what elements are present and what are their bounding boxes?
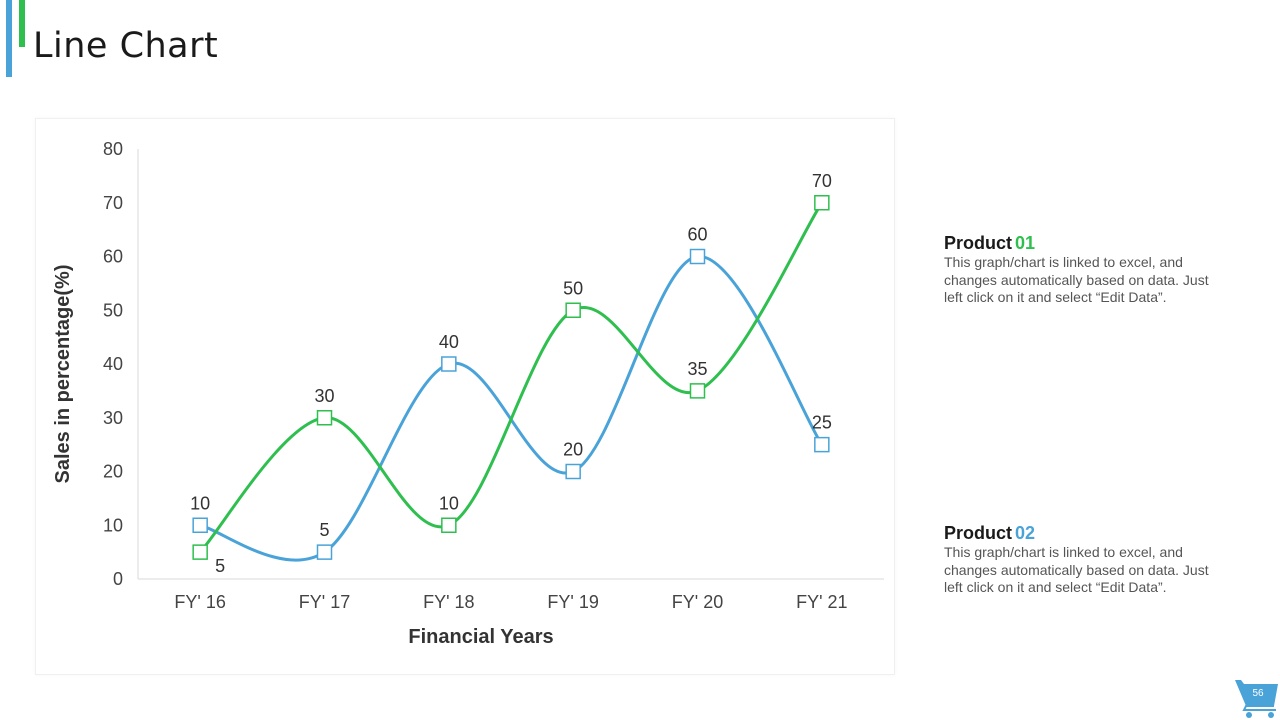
data-label: 10 <box>439 493 459 513</box>
data-point-marker <box>689 383 706 399</box>
x-axis-title: Financial Years <box>408 626 553 648</box>
data-label: 10 <box>190 493 210 513</box>
data-label: 20 <box>563 440 583 460</box>
legend-number: 02 <box>1015 523 1036 543</box>
data-label: 25 <box>812 413 832 433</box>
legend-title: Product 01 <box>944 233 1244 253</box>
y-axis-title: Sales in percentage(%) <box>52 265 74 484</box>
page-title: Line Chart <box>33 26 219 66</box>
y-tick-label: 20 <box>103 462 123 482</box>
x-tick-label: FY' 21 <box>796 592 847 612</box>
title-accent-bar-green <box>19 0 25 47</box>
legend-product-02: Product 02 This graph/chart is linked to … <box>944 523 1244 597</box>
x-tick-label: FY' 19 <box>547 592 598 612</box>
data-point-marker <box>192 544 208 560</box>
series-line-2 <box>199 254 824 562</box>
series-line-1 <box>199 201 824 554</box>
y-tick-label: 30 <box>103 408 123 428</box>
data-point-marker <box>689 248 706 265</box>
data-point-marker <box>441 517 457 533</box>
data-label: 70 <box>812 171 832 191</box>
legend-name: Product <box>944 233 1013 253</box>
data-label: 5 <box>215 556 225 576</box>
data-point-marker <box>316 544 333 560</box>
data-label: 35 <box>687 359 707 379</box>
data-point-marker <box>565 302 581 318</box>
y-tick-label: 70 <box>103 193 123 213</box>
data-label: 40 <box>439 332 459 352</box>
y-tick-label: 0 <box>113 569 123 589</box>
legend-description: This graph/chart is linked to excel, and… <box>944 254 1209 305</box>
legend-number: 01 <box>1015 233 1036 253</box>
data-label: 60 <box>687 225 707 245</box>
chart-panel: 0 10 20 30 40 50 60 70 80 FY' 16 FY' 17 FY' 18 FY' 1… <box>35 118 895 675</box>
x-tick-label: FY' 18 <box>423 592 474 612</box>
y-tick-label: 40 <box>103 354 123 374</box>
legend-name: Product <box>944 523 1013 543</box>
data-point-marker <box>316 410 333 426</box>
data-point-marker <box>814 195 830 211</box>
legend-title: Product 02 <box>944 523 1244 543</box>
data-point-marker <box>565 463 581 480</box>
y-tick-label: 50 <box>103 300 123 320</box>
data-point-marker <box>192 517 208 533</box>
legend-product-01: Product 01 This graph/chart is linked to … <box>944 233 1244 307</box>
y-tick-label: 10 <box>103 515 123 535</box>
data-point-marker <box>441 356 457 372</box>
title-accent-bar-blue <box>6 0 12 77</box>
data-label: 50 <box>563 278 583 298</box>
page-number: 56 <box>1252 688 1264 699</box>
x-tick-label: FY' 17 <box>299 592 350 612</box>
shopping-cart-icon <box>1235 680 1278 718</box>
data-point-marker <box>814 436 830 453</box>
x-tick-label: FY' 20 <box>672 592 723 612</box>
x-tick-label: FY' 16 <box>174 592 225 612</box>
y-tick-label: 60 <box>103 247 123 267</box>
line-chart: 0 10 20 30 40 50 60 70 80 FY' 16 FY' 17 FY' 18 FY' 1… <box>52 139 884 648</box>
data-label: 30 <box>314 386 334 406</box>
y-tick-label: 80 <box>103 139 123 159</box>
legend-description: This graph/chart is linked to excel, and… <box>944 544 1209 595</box>
data-label: 5 <box>319 520 329 540</box>
